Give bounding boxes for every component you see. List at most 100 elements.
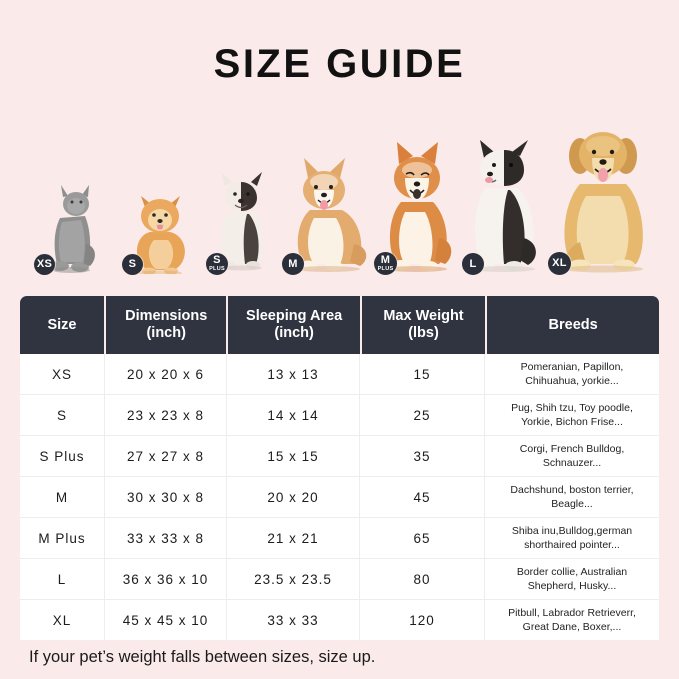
cell-size: S Plus — [20, 436, 105, 476]
cell-sleeping-area: 14 x 14 — [227, 395, 360, 435]
column-header-breeds: Breeds — [487, 296, 659, 354]
pet-s: S — [122, 178, 196, 278]
badge-s-label: S — [128, 258, 137, 270]
cell-breeds-line1: Pitbull, Labrador Retrieverr, — [508, 606, 636, 619]
grey-cat-sitting-icon — [51, 185, 95, 273]
table-row: M 30 x 30 x 8 20 x 20 45 Dachshund, bost… — [20, 477, 659, 518]
cell-size: L — [20, 559, 105, 599]
column-header-dimensions-line1: Dimensions — [125, 308, 208, 325]
shiba-inu-sitting-icon — [387, 142, 452, 272]
footer-note: If your pet’s weight falls between sizes… — [29, 648, 376, 666]
border-collie-sitting-icon — [473, 140, 536, 272]
cell-sleeping-area: 20 x 20 — [227, 477, 360, 517]
french-bulldog-sitting-icon — [220, 172, 264, 271]
badge-l-label: L — [469, 257, 477, 270]
cell-max-weight: 65 — [360, 518, 485, 558]
cell-size: XL — [20, 600, 105, 640]
cell-breeds-line1: Border collie, Australian — [516, 565, 628, 578]
column-header-dimensions-line2: (inch) — [146, 325, 186, 341]
cell-dimensions: 23 x 23 x 8 — [105, 395, 227, 435]
column-header-breeds-line1: Breeds — [548, 316, 598, 333]
cell-breeds-line1: Shiba inu,Bulldog,german — [511, 524, 633, 537]
column-header-sleeping-area-line1: Sleeping Area — [246, 308, 343, 325]
table-row: S 23 x 23 x 8 14 x 14 25 Pug, Shih tzu, … — [20, 395, 659, 436]
pet-m-plus: M PLUS — [374, 138, 466, 278]
column-header-max-weight-line2: (lbs) — [408, 325, 439, 341]
cell-dimensions: 20 x 20 x 6 — [105, 354, 227, 394]
cell-sleeping-area: 33 x 33 — [227, 600, 360, 640]
cell-breeds: Border collie, Australian Shepherd, Husk… — [485, 559, 659, 599]
cell-breeds-line2: Schnauzer... — [542, 457, 602, 469]
cell-breeds: Corgi, French Bulldog, Schnauzer... — [485, 436, 659, 476]
cell-breeds: Shiba inu,Bulldog,german shorthaired poi… — [485, 518, 659, 558]
badge-m: M — [282, 253, 304, 275]
pet-xs: XS — [34, 183, 104, 278]
cell-max-weight: 15 — [360, 354, 485, 394]
badge-s-plus-label: S — [213, 254, 221, 267]
badge-xl-label: XL — [552, 257, 567, 269]
cell-max-weight: 120 — [360, 600, 485, 640]
cell-breeds-line1: Pug, Shih tzu, Toy poodle, — [511, 401, 633, 414]
badge-xs: XS — [34, 254, 55, 275]
cell-size: XS — [20, 354, 105, 394]
pet-l: L — [462, 133, 550, 278]
corgi-sitting-icon — [296, 158, 367, 272]
cell-dimensions: 45 x 45 x 10 — [105, 600, 227, 640]
cell-breeds-line1: Pomeranian, Papillon, — [520, 360, 624, 373]
badge-s: S — [122, 254, 143, 275]
cell-max-weight: 80 — [360, 559, 485, 599]
badge-m-plus-label: M — [380, 253, 391, 266]
badge-xs-label: XS — [36, 258, 53, 270]
column-header-sleeping-area-line2: (inch) — [274, 325, 314, 341]
pet-xl: XL — [548, 118, 660, 278]
cell-breeds-line2: Great Dane, Boxer,... — [522, 621, 622, 633]
badge-l: L — [462, 253, 484, 275]
cell-size: M Plus — [20, 518, 105, 558]
cell-max-weight: 45 — [360, 477, 485, 517]
cell-dimensions: 27 x 27 x 8 — [105, 436, 227, 476]
cell-breeds-line2: Chihuahua, yorkie... — [525, 375, 619, 387]
table-header-row: Size Dimensions (inch) Sleeping Area (in… — [20, 296, 659, 354]
cell-size: M — [20, 477, 105, 517]
cell-breeds: Pitbull, Labrador Retrieverr, Great Dane… — [485, 600, 659, 640]
badge-xl: XL — [548, 252, 571, 275]
cell-breeds: Pomeranian, Papillon, Chihuahua, yorkie.… — [485, 354, 659, 394]
cell-breeds: Pug, Shih tzu, Toy poodle, Yorkie, Bicho… — [485, 395, 659, 435]
page-title: SIZE GUIDE — [213, 42, 466, 86]
column-header-dimensions: Dimensions (inch) — [105, 296, 227, 354]
badge-s-plus-sublabel: PLUS — [209, 266, 225, 273]
cell-breeds-line2: Beagle... — [551, 498, 593, 510]
cell-breeds-line1: Corgi, French Bulldog, — [519, 442, 625, 455]
cell-size: S — [20, 395, 105, 435]
pomeranian-sitting-icon — [136, 196, 185, 274]
table-row: M Plus 33 x 33 x 8 21 x 21 65 Shiba inu,… — [20, 518, 659, 559]
cell-sleeping-area: 21 x 21 — [227, 518, 360, 558]
cell-dimensions: 33 x 33 x 8 — [105, 518, 227, 558]
badge-s-plus: S PLUS — [206, 253, 228, 275]
table-row: XL 45 x 45 x 10 33 x 33 120 Pitbull, Lab… — [20, 600, 659, 640]
table-row: XS 20 x 20 x 6 13 x 13 15 Pomeranian, Pa… — [20, 354, 659, 395]
cell-dimensions: 30 x 30 x 8 — [105, 477, 227, 517]
golden-retriever-sitting-icon — [563, 132, 643, 273]
cell-breeds-line2: Shepherd, Husky... — [527, 580, 617, 592]
cell-sleeping-area: 23.5 x 23.5 — [227, 559, 360, 599]
column-header-sleeping-area: Sleeping Area (inch) — [228, 296, 360, 354]
cell-breeds-line1: Dachshund, boston terrier, — [510, 483, 634, 496]
pet-s-plus: S PLUS — [206, 166, 278, 278]
badge-m-plus-sublabel: PLUS — [377, 265, 394, 272]
column-header-size: Size — [20, 296, 104, 354]
cell-max-weight: 35 — [360, 436, 485, 476]
cell-max-weight: 25 — [360, 395, 485, 435]
column-header-max-weight-line1: Max Weight — [383, 308, 464, 325]
badge-m-label: M — [288, 257, 298, 270]
cell-breeds: Dachshund, boston terrier, Beagle... — [485, 477, 659, 517]
column-header-max-weight: Max Weight (lbs) — [361, 296, 486, 354]
cell-breeds-line2: shorthaired pointer... — [524, 539, 620, 551]
badge-m-plus: M PLUS — [374, 252, 397, 275]
table-row: L 36 x 36 x 10 23.5 x 23.5 80 Border col… — [20, 559, 659, 600]
column-header-size-line1: Size — [47, 316, 77, 333]
size-guide-table: Size Dimensions (inch) Sleeping Area (in… — [20, 296, 659, 640]
table-body: XS 20 x 20 x 6 13 x 13 15 Pomeranian, Pa… — [20, 354, 659, 640]
table-row: S Plus 27 x 27 x 8 15 x 15 35 Corgi, Fre… — [20, 436, 659, 477]
cell-sleeping-area: 13 x 13 — [227, 354, 360, 394]
